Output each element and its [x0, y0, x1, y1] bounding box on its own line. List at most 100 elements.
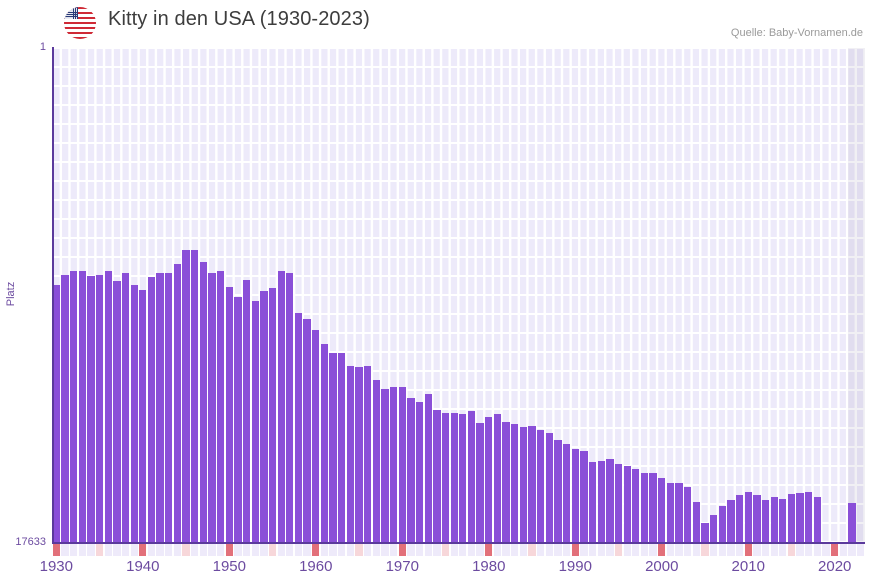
tick-marker-half-decade: [528, 544, 536, 556]
tick-marker-decade: [225, 544, 233, 556]
bar: [199, 261, 207, 543]
tick-marker-blank: [554, 544, 562, 556]
tick-marker-blank: [294, 544, 303, 556]
tick-marker-blank: [338, 544, 346, 556]
tick-marker-blank: [649, 544, 657, 556]
bar: [415, 402, 424, 543]
x-axis-tick-label: 1990: [558, 558, 592, 575]
bar: [294, 313, 303, 543]
tick-marker-blank: [173, 544, 182, 556]
bar: [381, 389, 389, 543]
tick-marker-blank: [519, 544, 527, 556]
tick-marker-blank: [805, 544, 813, 556]
tick-marker-blank: [848, 544, 856, 556]
tick-marker-blank: [156, 544, 164, 556]
tick-marker-decade: [485, 544, 493, 556]
bar: [614, 464, 623, 543]
bar: [848, 503, 856, 543]
x-axis-tick-label: 1940: [126, 558, 160, 575]
tick-marker-half-decade: [701, 544, 709, 556]
bar: [61, 274, 69, 543]
y-axis-top-label: 1: [39, 41, 46, 53]
tick-marker-blank: [433, 544, 441, 556]
tick-marker-decade: [398, 544, 406, 556]
bar: [303, 318, 311, 543]
x-axis-tick-label: 1970: [385, 558, 419, 575]
bar: [580, 450, 588, 543]
tick-marker-blank: [415, 544, 424, 556]
bar: [389, 386, 398, 543]
chart-header: Kitty in den USA (1930-2023) Quelle: Bab…: [0, 0, 873, 48]
bar: [277, 270, 285, 543]
bar: [217, 270, 225, 543]
tick-marker-blank: [320, 544, 329, 556]
tick-marker-blank: [346, 544, 355, 556]
bar: [312, 330, 320, 543]
tick-marker-blank: [372, 544, 380, 556]
bar: [571, 448, 579, 543]
tick-marker-blank: [389, 544, 398, 556]
bar: [424, 394, 432, 543]
bar: [467, 410, 476, 543]
tick-marker-blank: [675, 544, 683, 556]
bar: [441, 412, 450, 543]
x-axis-tick-label: 2010: [731, 558, 765, 575]
tick-marker-decade: [831, 544, 839, 556]
bar: [666, 483, 675, 543]
bar: [511, 423, 519, 543]
tick-marker-blank: [113, 544, 121, 556]
x-axis-labels: 1930 1940 1950 1960 1970 1980 1990 2000 2010 2020: [0, 558, 873, 582]
tick-marker-half-decade: [268, 544, 277, 556]
tick-marker-blank: [303, 544, 311, 556]
tick-marker-decade: [139, 544, 147, 556]
tick-marker-blank: [191, 544, 199, 556]
bar: [251, 301, 259, 543]
bar: [753, 495, 761, 543]
tick-marker-blank: [537, 544, 545, 556]
bar: [493, 413, 502, 543]
tick-marker-blank: [242, 544, 251, 556]
page-title: Kitty in den USA (1930-2023): [108, 8, 370, 30]
tick-marker-decade: [571, 544, 579, 556]
bar: [735, 495, 744, 543]
tick-marker-decade: [658, 544, 666, 556]
x-axis-tick-label: 1950: [212, 558, 246, 575]
bar: [372, 379, 380, 543]
bar: [675, 483, 683, 543]
bar: [588, 462, 597, 543]
bar: [225, 286, 233, 543]
tick-marker-blank: [208, 544, 216, 556]
tick-marker-decade: [312, 544, 320, 556]
bar: [398, 386, 406, 543]
tick-marker-blank: [779, 544, 787, 556]
bar: [191, 249, 199, 543]
bar: [485, 417, 493, 543]
bar: [121, 272, 130, 543]
bar: [796, 492, 804, 543]
bar: [329, 352, 337, 543]
tick-marker-half-decade: [95, 544, 104, 556]
bar: [684, 487, 692, 543]
bar: [727, 499, 735, 543]
tick-marker-blank: [381, 544, 389, 556]
tick-marker-blank: [753, 544, 761, 556]
tick-marker-blank: [502, 544, 510, 556]
tick-marker-blank: [796, 544, 804, 556]
tick-marker-blank: [727, 544, 735, 556]
bar: [69, 270, 78, 543]
bar: [355, 367, 363, 543]
x-axis-tick-markers: [52, 544, 865, 556]
x-axis-tick-label: 2000: [645, 558, 679, 575]
tick-marker-blank: [606, 544, 614, 556]
bar: [165, 273, 173, 543]
bar: [182, 249, 190, 543]
bar: [597, 461, 605, 543]
tick-marker-blank: [251, 544, 259, 556]
tick-marker-blank: [476, 544, 484, 556]
tick-marker-blank: [78, 544, 86, 556]
bar: [156, 272, 164, 543]
tick-marker-blank: [511, 544, 519, 556]
bar: [744, 491, 752, 543]
bar: [286, 272, 294, 543]
tick-marker-blank: [199, 544, 207, 556]
